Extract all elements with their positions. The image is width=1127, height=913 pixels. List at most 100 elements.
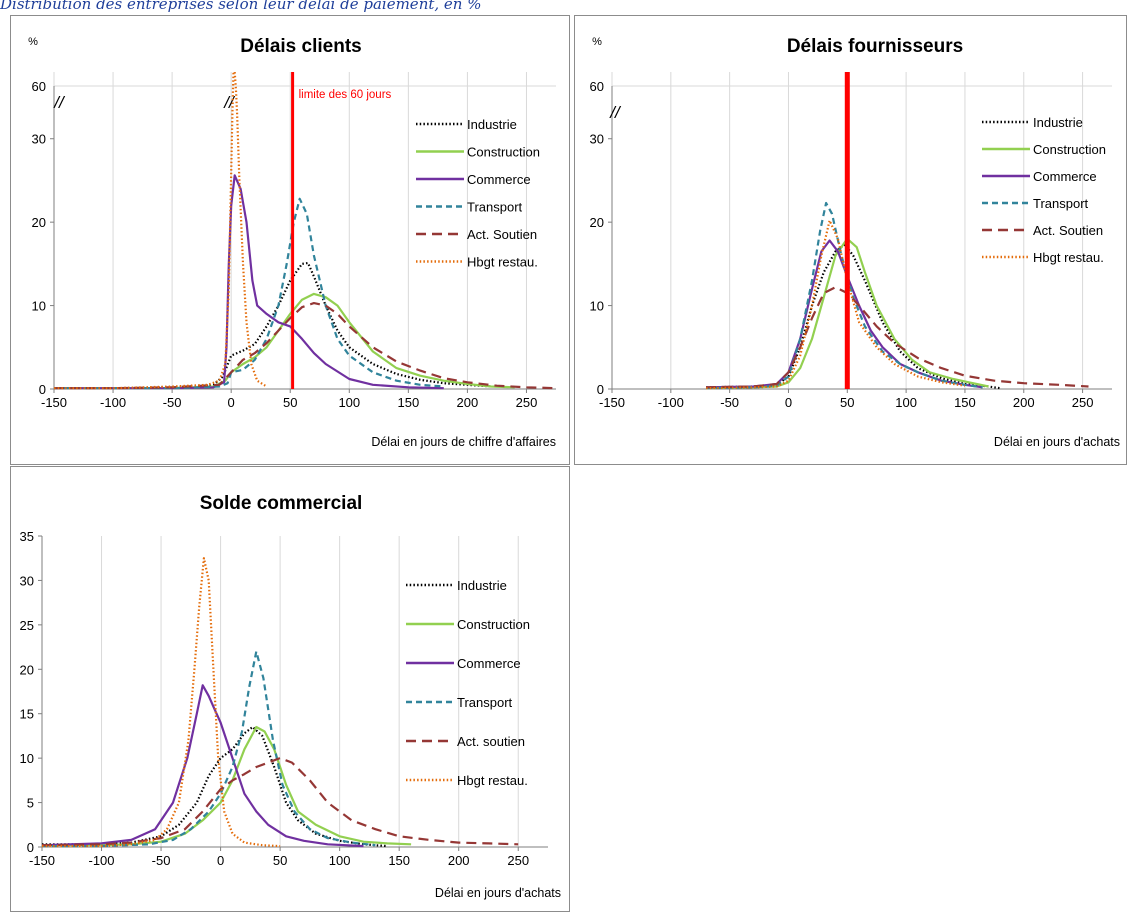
x-tick-label: 150 — [954, 395, 976, 410]
x-tick-label: 150 — [388, 853, 410, 868]
series-line-commerce — [41, 684, 364, 848]
chart-delais-fournisseurs: -150 -100 -50 0 50 100 150 200 250 0 10 20 30 60% Déla… — [590, 36, 1120, 449]
x-tick-label: 0 — [785, 395, 792, 410]
x-tick-label: -50 — [720, 395, 739, 410]
y-tick-label: 15 — [20, 707, 34, 722]
legend-label: Hbgt restau. — [457, 773, 528, 788]
chart-title: Solde commercial — [200, 493, 363, 514]
x-tick-label: -100 — [89, 853, 115, 868]
legend-label: Industrie — [457, 578, 507, 593]
series-line-act-soutien — [54, 302, 557, 390]
chart-title: Délais clients — [240, 36, 361, 57]
legend-label: Hbgt restau. — [467, 255, 538, 270]
series-line-act-soutien — [41, 757, 519, 847]
x-axis-label: Délai en jours d'achats — [435, 886, 561, 900]
legend-label: Construction — [1033, 142, 1106, 157]
legend-label: Commerce — [467, 172, 531, 187]
x-axis-label: Délai en jours d'achats — [994, 435, 1120, 449]
x-tick-label: -150 — [41, 395, 67, 410]
series-line-act-soutien — [706, 286, 1089, 389]
y-axis-label: % — [592, 36, 602, 48]
legend-label: Transport — [467, 200, 523, 215]
y-tick-label: 0 — [27, 840, 34, 855]
chart-panel-solde-commercial: -150 -100 -50 0 50 100 150 200 250 0 5 10 15 20 25 30 35… — [10, 466, 570, 912]
series-line-hbgt-restau- — [706, 219, 966, 390]
y-tick-label: 20 — [590, 215, 604, 230]
y-tick-label: 10 — [590, 299, 604, 314]
y-break-label: 60 — [32, 79, 46, 94]
series-group — [41, 557, 519, 848]
y-tick-label: 35 — [20, 529, 34, 544]
series-line-transport — [42, 650, 376, 848]
x-tick-label: -50 — [152, 853, 171, 868]
y-tick-label: 0 — [39, 382, 46, 397]
chart-panel-delais-clients: -150 -100 -50 0 50 100 150 200 250 0 10 20 30 60% Déla… — [10, 15, 570, 465]
x-tick-label: 150 — [398, 395, 420, 410]
series-line-industrie — [54, 261, 492, 390]
legend-label: Industrie — [1033, 115, 1083, 130]
series-line-construction — [706, 237, 989, 390]
series-line-industrie — [706, 243, 1001, 390]
axis-break-mark: // — [609, 103, 622, 122]
legend: Industrie Construction Commerce Transport Ac… — [406, 578, 530, 788]
x-tick-label: 0 — [217, 853, 224, 868]
axis-break-mark: // — [53, 93, 66, 112]
x-tick-label: 50 — [273, 853, 287, 868]
series-line-hbgt-restau- — [54, 70, 268, 390]
series-line-transport — [706, 201, 983, 390]
series-line-hbgt-restau- — [42, 557, 281, 848]
series-line-construction — [42, 725, 412, 847]
legend-label: Transport — [1033, 196, 1089, 211]
legend-label: Industrie — [467, 117, 517, 132]
legend-label: Act. Soutien — [467, 227, 537, 242]
series-line-transport — [54, 197, 444, 390]
figure-caption: Distribution des entreprises selon leur … — [0, 0, 482, 13]
x-tick-label: 200 — [457, 395, 479, 410]
y-axis-label: % — [28, 36, 38, 48]
x-tick-label: 250 — [507, 853, 529, 868]
chart-title: Délais fournisseurs — [787, 36, 963, 57]
y-tick-label: 10 — [32, 299, 46, 314]
x-tick-label: -150 — [599, 395, 625, 410]
x-tick-label: 250 — [516, 395, 538, 410]
legend-label: Commerce — [1033, 169, 1097, 184]
chart-solde-commercial: -150 -100 -50 0 50 100 150 200 250 0 5 10 15 20 25 30 35… — [20, 493, 561, 900]
legend-label: Act. Soutien — [1033, 223, 1103, 238]
chart-panel-delais-fournisseurs: -150 -100 -50 0 50 100 150 200 250 0 10 20 30 60% Déla… — [574, 15, 1127, 465]
legend: Industrie Construction Commerce Transport Ac… — [416, 117, 540, 270]
x-tick-label: 50 — [840, 395, 854, 410]
x-tick-label: 100 — [338, 395, 360, 410]
legend-label: Construction — [467, 145, 540, 160]
limit-label: limite des 60 jours — [299, 89, 392, 101]
x-tick-label: -50 — [163, 395, 182, 410]
axis-break-mark: // — [223, 93, 236, 112]
x-tick-label: 200 — [448, 853, 470, 868]
series-line-commerce — [54, 174, 444, 390]
series-line-industrie — [42, 725, 388, 848]
legend-label: Transport — [457, 695, 513, 710]
x-tick-label: 200 — [1013, 395, 1035, 410]
series-line-construction — [54, 292, 515, 390]
series-group — [706, 201, 1089, 390]
y-tick-label: 20 — [32, 215, 46, 230]
legend-label: Construction — [457, 617, 530, 632]
legend-label: Hbgt restau. — [1033, 250, 1104, 265]
y-tick-label: 30 — [20, 573, 34, 588]
series-group — [54, 70, 557, 390]
x-tick-label: 100 — [895, 395, 917, 410]
legend-label: Commerce — [457, 656, 521, 671]
x-tick-label: 100 — [329, 853, 351, 868]
x-tick-label: -100 — [100, 395, 126, 410]
y-tick-label: 5 — [27, 796, 34, 811]
legend-label: Act. soutien — [457, 734, 525, 749]
x-tick-label: 0 — [228, 395, 235, 410]
chart-delais-clients: -150 -100 -50 0 50 100 150 200 250 0 10 20 30 60% Déla… — [28, 36, 557, 449]
y-break-label: 60 — [590, 79, 604, 94]
y-tick-label: 25 — [20, 618, 34, 633]
y-tick-label: 30 — [32, 132, 46, 147]
y-tick-label: 30 — [590, 132, 604, 147]
y-tick-label: 20 — [20, 662, 34, 677]
legend: Industrie Construction Commerce Transport Ac… — [982, 115, 1106, 265]
y-tick-label: 0 — [597, 382, 604, 397]
x-tick-label: -150 — [29, 853, 55, 868]
